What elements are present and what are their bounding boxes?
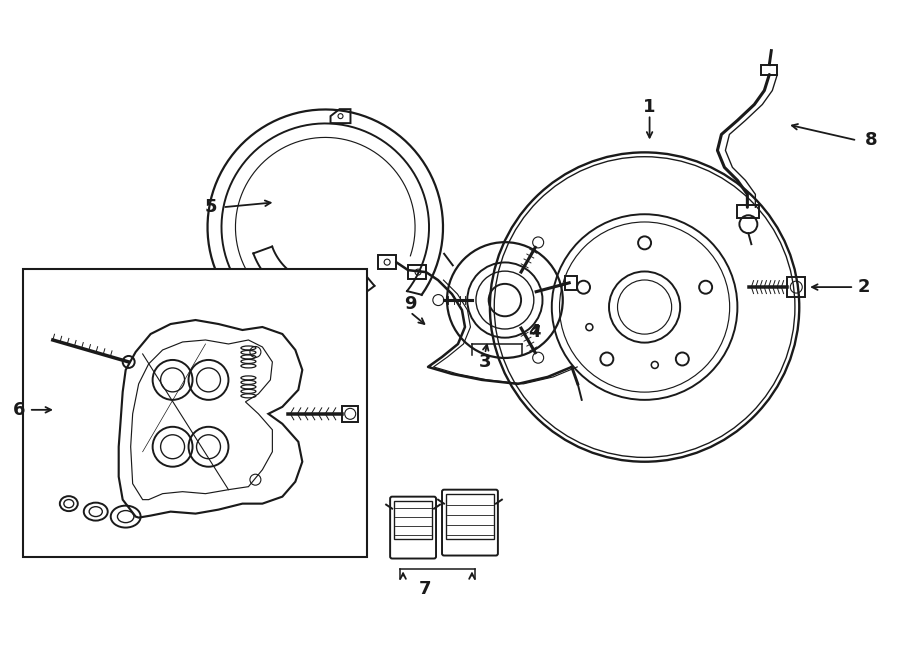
Bar xyxy=(22,269,367,557)
Text: 4: 4 xyxy=(528,323,541,341)
Bar xyxy=(378,255,396,269)
Text: 7: 7 xyxy=(418,581,431,598)
Text: 3: 3 xyxy=(479,353,491,371)
Bar xyxy=(394,500,432,539)
Text: 1: 1 xyxy=(644,99,656,117)
Bar xyxy=(342,406,358,422)
Text: 2: 2 xyxy=(858,278,870,296)
Text: 6: 6 xyxy=(13,401,25,419)
Bar xyxy=(408,265,426,279)
Text: 5: 5 xyxy=(204,198,217,216)
Bar xyxy=(446,494,494,539)
Text: 8: 8 xyxy=(865,131,878,150)
Text: 9: 9 xyxy=(404,295,417,313)
Bar xyxy=(737,205,760,218)
